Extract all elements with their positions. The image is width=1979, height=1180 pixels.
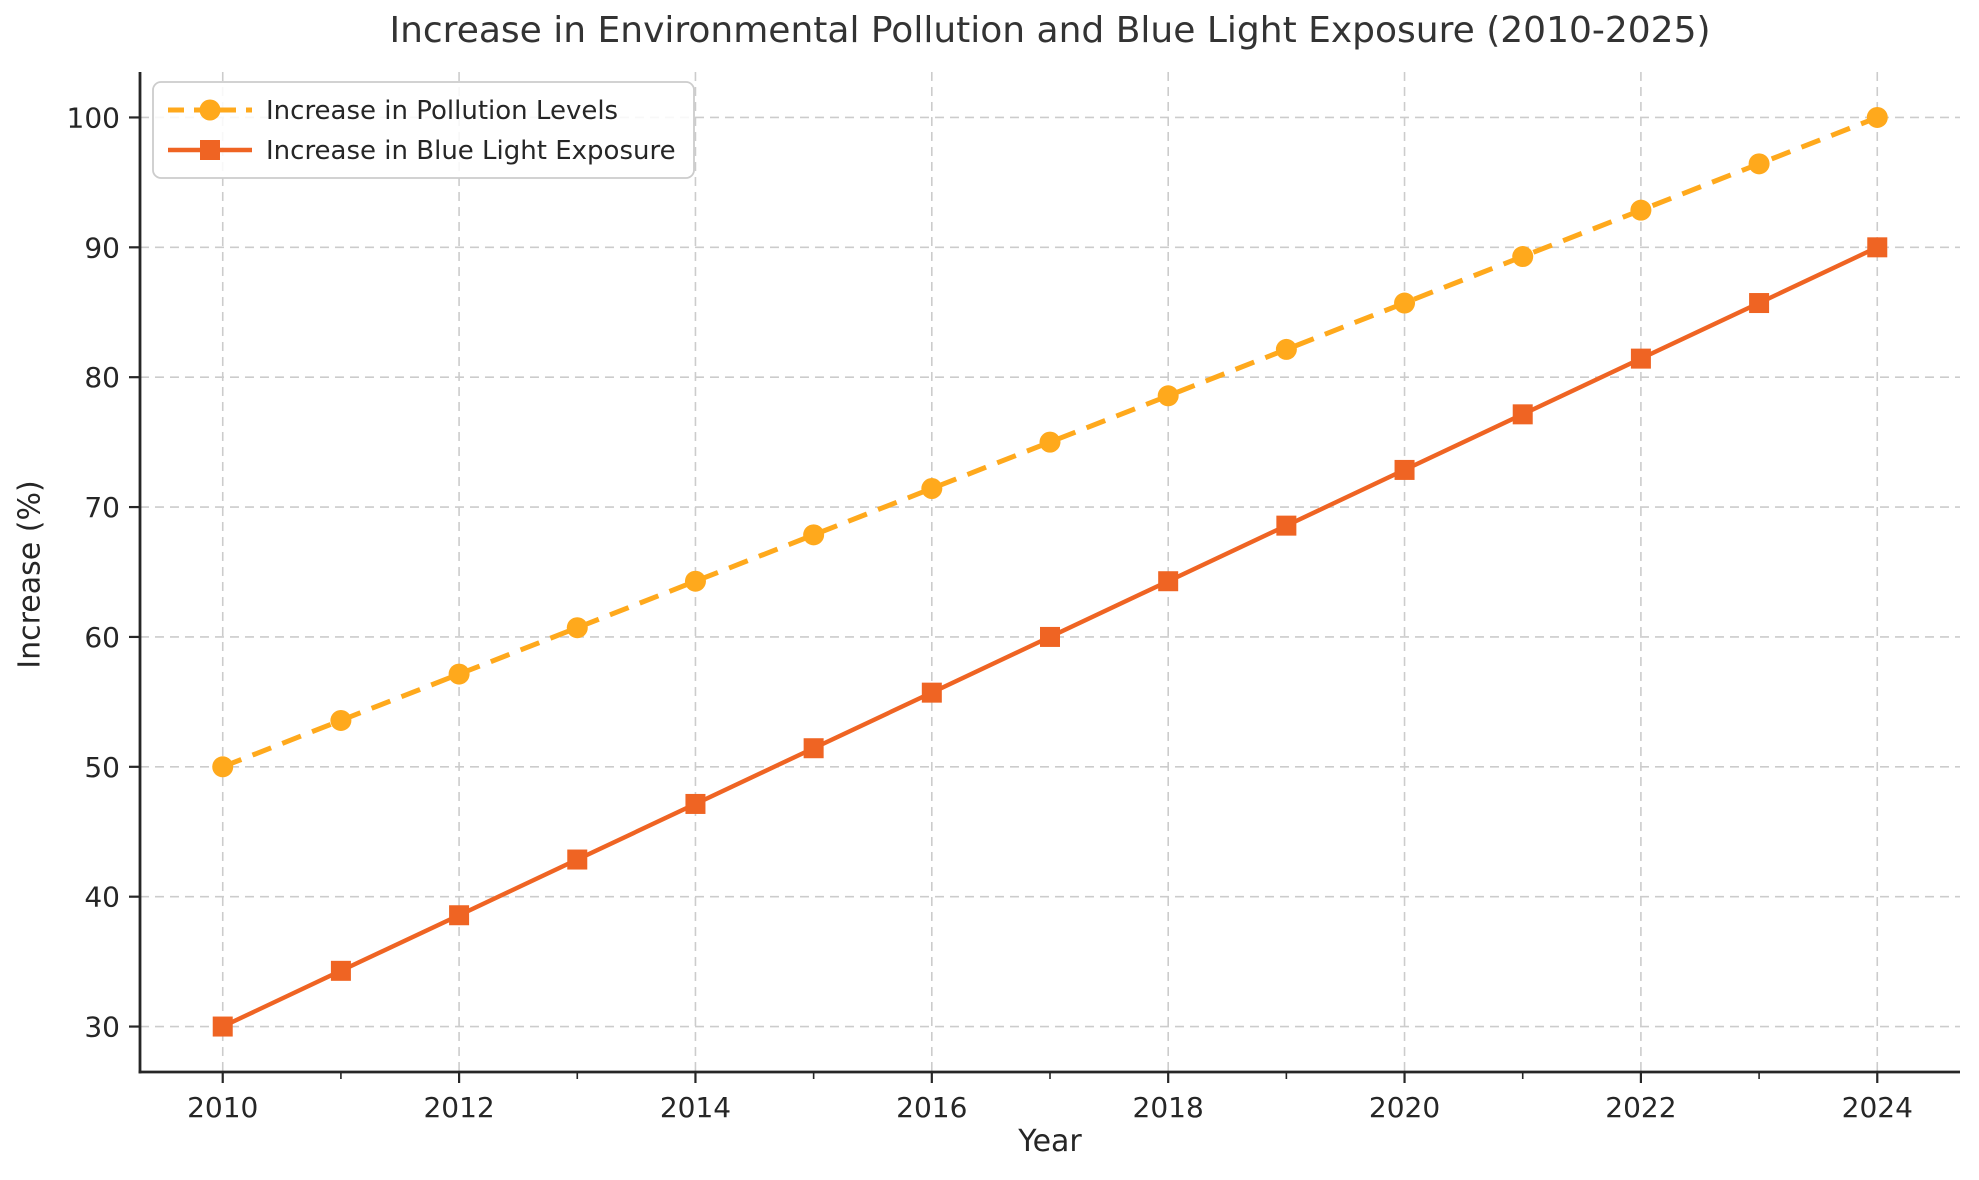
x-axis-label: Year bbox=[1018, 1124, 1082, 1159]
y-tick-label: 80 bbox=[84, 361, 120, 394]
series-line-0 bbox=[221, 115, 1879, 770]
legend-sample-marker bbox=[200, 140, 220, 160]
x-tick-label: 2020 bbox=[1369, 1091, 1440, 1124]
data-point-marker bbox=[1040, 626, 1060, 647]
data-point-marker bbox=[1748, 153, 1770, 175]
data-point-marker bbox=[1630, 199, 1652, 221]
y-tick-label: 100 bbox=[67, 101, 120, 134]
data-point-marker bbox=[685, 793, 706, 814]
data-point-marker bbox=[449, 905, 470, 926]
legend-sample-marker bbox=[199, 99, 221, 121]
data-point-marker bbox=[921, 682, 942, 703]
data-point-marker bbox=[448, 663, 470, 685]
data-point-marker bbox=[1512, 404, 1533, 425]
data-point-marker bbox=[212, 756, 234, 778]
data-point-marker bbox=[921, 477, 943, 499]
legend-box bbox=[152, 81, 695, 179]
y-tick-label: 90 bbox=[84, 231, 120, 264]
y-tick-label: 40 bbox=[84, 881, 120, 914]
data-point-marker bbox=[1276, 515, 1297, 536]
chart-title: Increase in Environmental Pollution and … bbox=[389, 10, 1711, 51]
data-point-marker bbox=[1866, 106, 1888, 128]
x-tick-label: 2010 bbox=[187, 1091, 258, 1124]
data-point-marker bbox=[1630, 348, 1651, 369]
data-point-marker bbox=[566, 617, 588, 639]
y-tick-label: 30 bbox=[84, 1011, 120, 1044]
data-point-marker bbox=[1394, 292, 1416, 314]
data-point-marker bbox=[684, 570, 706, 592]
x-tick-label: 2012 bbox=[423, 1091, 494, 1124]
data-point-marker bbox=[1275, 338, 1297, 360]
x-tick-label: 2014 bbox=[660, 1091, 731, 1124]
x-tick-label: 2022 bbox=[1605, 1091, 1676, 1124]
data-point-marker bbox=[1512, 246, 1534, 268]
data-point-marker bbox=[1158, 571, 1179, 592]
legend-label: Increase in Pollution Levels bbox=[266, 96, 618, 126]
y-tick-label: 60 bbox=[84, 621, 120, 654]
legend-label: Increase in Blue Light Exposure bbox=[266, 136, 676, 166]
x-tick-label: 2024 bbox=[1842, 1091, 1913, 1124]
x-tick-label: 2016 bbox=[896, 1091, 967, 1124]
legend: Increase in Pollution Levels Increase in … bbox=[152, 81, 695, 179]
data-point-marker bbox=[1157, 385, 1179, 407]
data-point-marker bbox=[330, 709, 352, 731]
data-point-marker bbox=[1394, 459, 1415, 480]
data-point-marker bbox=[567, 849, 588, 870]
data-point-marker bbox=[330, 960, 351, 981]
data-point-marker bbox=[803, 738, 824, 759]
data-point-marker bbox=[212, 1016, 233, 1037]
data-point-marker bbox=[803, 524, 825, 546]
y-tick-label: 70 bbox=[84, 491, 120, 524]
data-point-marker bbox=[1749, 293, 1770, 314]
data-point-marker bbox=[1867, 237, 1888, 258]
data-point-marker bbox=[1039, 431, 1061, 453]
x-tick-label: 2018 bbox=[1133, 1091, 1204, 1124]
y-tick-label: 50 bbox=[84, 751, 120, 784]
